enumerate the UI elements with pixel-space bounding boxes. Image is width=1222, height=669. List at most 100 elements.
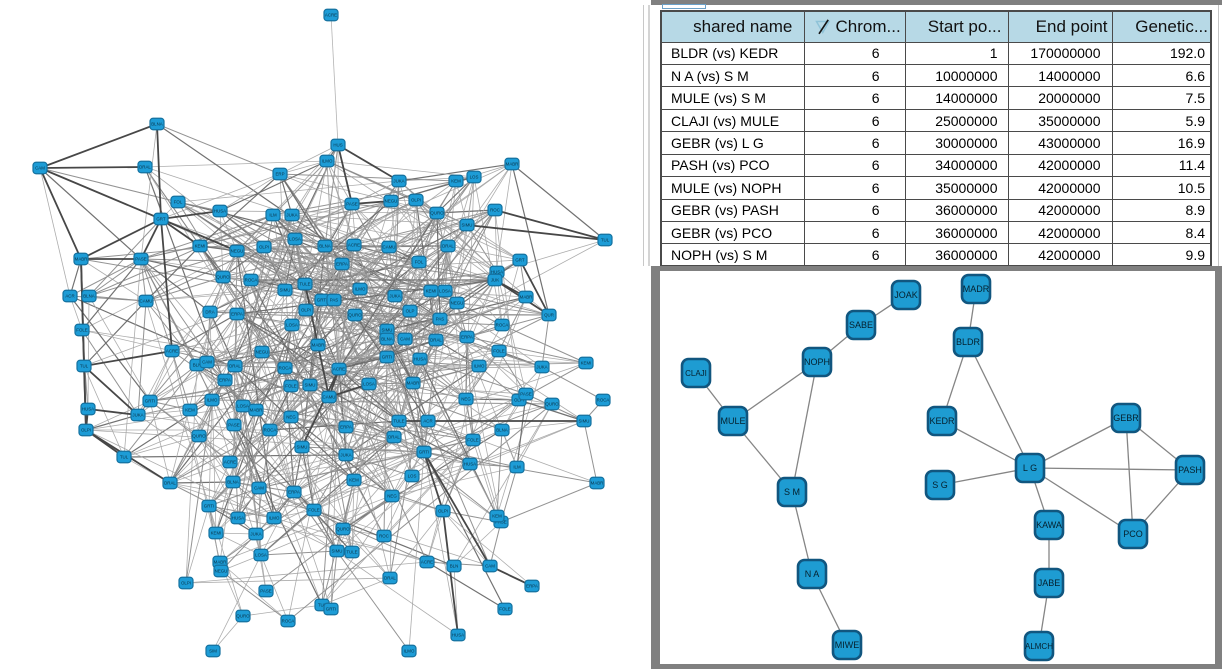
svg-text:BLN: BLN: [450, 564, 459, 569]
svg-text:NEGU: NEGU: [451, 301, 464, 306]
svg-text:CAM: CAM: [485, 564, 495, 569]
svg-text:CAMU: CAMU: [383, 245, 396, 250]
svg-text:FOL: FOL: [415, 260, 424, 265]
svg-text:DRAL: DRAL: [384, 576, 396, 581]
svg-text:KEM: KEM: [185, 408, 195, 413]
svg-text:BLNA: BLNA: [496, 428, 508, 433]
svg-text:GRTI: GRTI: [317, 298, 327, 303]
svg-text:ILMO: ILMO: [404, 649, 415, 654]
svg-text:KEMI: KEMI: [581, 361, 592, 366]
svg-text:FOLE: FOLE: [499, 607, 511, 612]
svg-text:GRT: GRT: [515, 258, 525, 263]
svg-text:OLPI: OLPI: [81, 428, 91, 433]
svg-text:QURO: QURO: [236, 614, 250, 619]
svg-text:JUKA: JUKA: [286, 213, 297, 218]
svg-text:NEG: NEG: [387, 494, 397, 499]
svg-text:PAS: PAS: [436, 317, 445, 322]
svg-text:BLNA: BLNA: [381, 337, 393, 342]
svg-text:PASE: PASE: [135, 257, 146, 262]
svg-text:ROCA: ROCA: [279, 366, 292, 371]
svg-text:ERPA: ERPA: [340, 425, 352, 430]
svg-text:OLPI: OLPI: [301, 308, 311, 313]
svg-text:KEM: KEM: [492, 514, 502, 519]
svg-text:FOLE: FOLE: [308, 508, 320, 513]
svg-text:DRAL: DRAL: [430, 338, 442, 343]
svg-text:QUR: QUR: [544, 313, 554, 318]
svg-text:TUL: TUL: [120, 455, 129, 460]
svg-text:CLAJI: CLAJI: [685, 369, 707, 378]
svg-text:GRTI: GRTI: [145, 399, 155, 404]
svg-text:QURO: QURO: [348, 313, 362, 318]
svg-text:CAM: CAM: [202, 360, 212, 365]
svg-text:TULE: TULE: [299, 282, 310, 287]
svg-text:HUSA: HUSA: [232, 516, 244, 521]
svg-text:SIMU: SIMU: [297, 445, 308, 450]
svg-text:HUSA: HUSA: [82, 407, 94, 412]
svg-text:SABE: SABE: [849, 320, 873, 330]
svg-text:N A: N A: [805, 569, 820, 579]
svg-text:GEBR: GEBR: [1113, 413, 1139, 423]
svg-text:JUKA: JUKA: [389, 294, 400, 299]
svg-text:LOS: LOS: [408, 474, 417, 479]
svg-text:S G: S G: [932, 480, 948, 490]
svg-text:NOPH: NOPH: [804, 357, 830, 367]
svg-text:NEG: NEG: [286, 415, 296, 420]
svg-text:OLPI: OLPI: [438, 509, 448, 514]
svg-text:QURO: QURO: [216, 275, 230, 280]
svg-text:CAM: CAM: [35, 166, 45, 171]
svg-text:KEM: KEM: [451, 179, 461, 184]
svg-text:SIMU: SIMU: [462, 223, 473, 228]
svg-text:GRTI: GRTI: [382, 355, 392, 360]
svg-text:BLNA: BLNA: [151, 122, 163, 127]
svg-text:MABR: MABR: [407, 381, 420, 386]
svg-text:ACRE: ACRE: [224, 460, 236, 465]
svg-text:LOSA: LOSA: [289, 237, 301, 242]
svg-text:QURO: QURO: [545, 402, 559, 407]
svg-text:PCO: PCO: [1123, 529, 1143, 539]
svg-text:KEM: KEM: [349, 478, 359, 483]
svg-text:ROCA: ROCA: [597, 398, 610, 403]
svg-text:LOSA: LOSA: [439, 289, 451, 294]
svg-text:LOSA: LOSA: [286, 323, 298, 328]
svg-text:MABR: MABR: [312, 343, 325, 348]
svg-text:TULE: TULE: [346, 550, 357, 555]
svg-text:CAM: CAM: [254, 486, 264, 491]
svg-text:ALMCH: ALMCH: [1025, 642, 1053, 651]
svg-text:MULE: MULE: [720, 416, 745, 426]
svg-text:GRT: GRT: [156, 217, 166, 222]
svg-text:ROC: ROC: [379, 534, 389, 539]
svg-text:ILMO: ILMO: [269, 516, 280, 521]
svg-text:FOLE: FOLE: [467, 438, 479, 443]
svg-text:JUKA: JUKA: [393, 179, 404, 184]
svg-text:HUSA: HUSA: [452, 633, 464, 638]
svg-text:ERPA: ERPA: [461, 335, 473, 340]
svg-text:HUSA: HUSA: [464, 462, 476, 467]
svg-text:ILM: ILM: [513, 465, 521, 470]
svg-text:ROCA: ROCA: [245, 278, 258, 283]
svg-text:HUSA: HUSA: [414, 357, 426, 362]
svg-text:HUS: HUS: [333, 143, 342, 148]
svg-text:QURO: QURO: [430, 211, 444, 216]
svg-text:NEGU: NEGU: [231, 249, 244, 254]
svg-text:MIWE: MIWE: [835, 640, 860, 650]
svg-text:HUSA: HUSA: [491, 270, 503, 275]
svg-text:JOAK: JOAK: [894, 290, 918, 300]
svg-text:ILMO: ILMO: [322, 159, 333, 164]
svg-text:TUL: TUL: [80, 364, 89, 369]
svg-text:PAS: PAS: [330, 298, 339, 303]
svg-text:MADR: MADR: [963, 284, 990, 294]
svg-text:DRAL: DRAL: [164, 481, 176, 486]
svg-text:KEDR: KEDR: [929, 416, 955, 426]
svg-text:FOLE: FOLE: [285, 384, 297, 389]
svg-text:BLDR: BLDR: [956, 337, 981, 347]
svg-text:JUKA: JUKA: [536, 365, 547, 370]
svg-text:GRTI: GRTI: [419, 450, 429, 455]
svg-text:CAM: CAM: [400, 337, 410, 342]
svg-text:FOLE: FOLE: [76, 328, 88, 333]
svg-text:CAMU: CAMU: [140, 299, 153, 304]
svg-text:BLNA: BLNA: [83, 294, 95, 299]
svg-text:GRTI: GRTI: [204, 504, 214, 509]
svg-text:TUL: TUL: [601, 238, 610, 243]
svg-text:MABR: MABR: [506, 162, 519, 167]
svg-text:DRAL: DRAL: [442, 244, 454, 249]
